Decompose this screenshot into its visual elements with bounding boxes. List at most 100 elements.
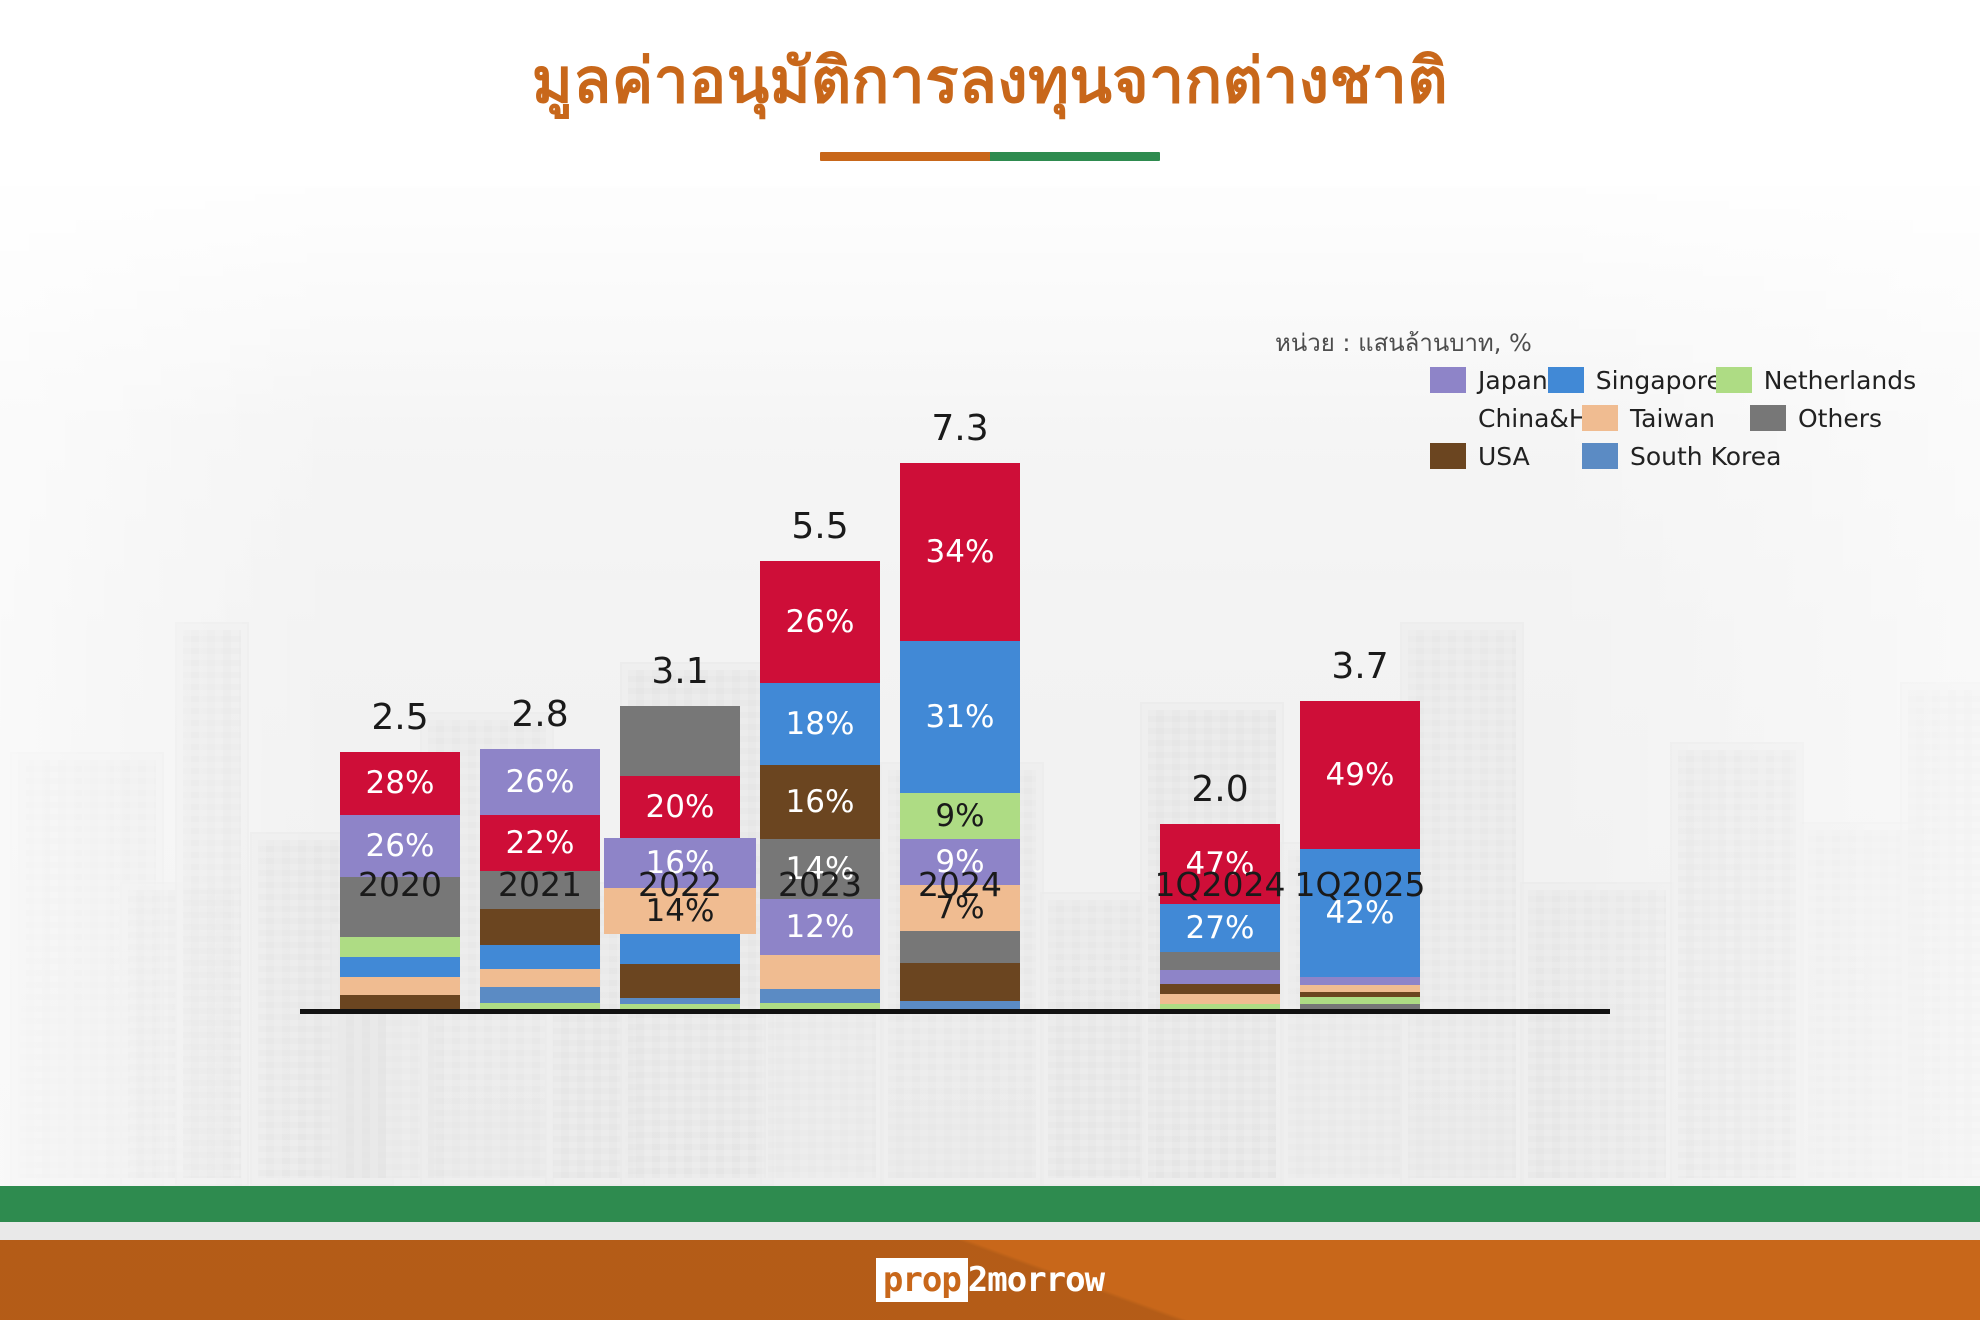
bar-segment-japan[interactable]: 26%	[340, 815, 460, 877]
bar-segment-netherlands[interactable]	[620, 1004, 740, 1009]
bar-segment-singapore[interactable]: 18%	[760, 683, 880, 765]
legend-swatch-icon	[1750, 405, 1786, 431]
haze-top	[0, 186, 1980, 426]
stacked-bar: 26% 18% 16% 14% 12%	[760, 561, 880, 1009]
bar-segment-south-korea[interactable]	[760, 989, 880, 1003]
bar-segment-china-hk[interactable]: 26%	[760, 561, 880, 683]
bar-segment-usa[interactable]	[1160, 984, 1280, 994]
legend-swatch-icon	[1582, 443, 1618, 469]
legend-swatch-icon	[1547, 367, 1584, 393]
stripe-gap	[0, 1222, 1980, 1240]
segment-overflow-label-box: 16%	[604, 838, 756, 888]
green-stripe	[0, 1186, 1980, 1222]
stacked-bar: 49% 42%	[1300, 701, 1420, 1009]
bar-segment-usa[interactable]	[340, 995, 460, 1009]
bar-segment-netherlands[interactable]: 9%	[900, 793, 1020, 839]
bar-segment-china-hk[interactable]: 20%	[620, 776, 740, 838]
segment-percent-label: 47%	[1185, 845, 1255, 882]
legend-label: Others	[1798, 403, 1883, 433]
bar-segment-japan[interactable]	[1300, 977, 1420, 985]
bar-segment-china-hk[interactable]: 49%	[1300, 701, 1420, 849]
bar-segment-japan[interactable]	[1160, 970, 1280, 984]
chart-legend: Japan Singapore Netherlands China&HK Taiwan O…	[1430, 361, 1916, 475]
legend-label: Taiwan	[1630, 403, 1716, 433]
bar-segment-south-korea[interactable]	[900, 1001, 1020, 1009]
legend-swatch-icon	[1582, 405, 1618, 431]
bar-segment-netherlands[interactable]	[480, 1003, 600, 1009]
background-building	[1400, 622, 1524, 1186]
bar-segment-netherlands[interactable]	[760, 1003, 880, 1009]
bar-segment-singapore[interactable]	[340, 957, 460, 977]
legend-item-others[interactable]: Others	[1750, 404, 1882, 433]
segment-percent-label: 7%	[935, 889, 985, 926]
bar-segment-japan[interactable]: 16%	[604, 838, 756, 888]
bar-segment-singapore[interactable]: 31%	[900, 641, 1020, 793]
header-band: มูลค่าอนุมัติการลงทุนจากต่างชาติ	[0, 0, 1980, 186]
legend-swatch-icon	[1430, 443, 1466, 469]
bar-total-label: 3.7	[1331, 646, 1389, 687]
bar-segment-singapore[interactable]	[620, 934, 740, 964]
bar-segment-taiwan[interactable]	[480, 969, 600, 987]
bar-segment-usa[interactable]: 16%	[760, 765, 880, 839]
legend-item-usa[interactable]: USA	[1430, 442, 1582, 471]
stacked-bar: 47% 27%	[1160, 824, 1280, 1009]
bar-segment-singapore[interactable]: 27%	[1160, 904, 1280, 952]
legend-row: Japan Singapore Netherlands	[1430, 361, 1916, 399]
bar-segment-usa[interactable]	[1300, 992, 1420, 997]
segment-percent-label: 12%	[785, 908, 855, 945]
bar-segment-others[interactable]	[1160, 952, 1280, 970]
bar-segment-others[interactable]	[620, 706, 740, 776]
plot-region: 28% 26% 2.5 2020 26% 22% 2.8 2021 20% 16% 14% 3.1 20…	[300, 186, 1620, 1186]
bar-total-label: 2.5	[371, 697, 429, 738]
legend-item-netherlands[interactable]: Netherlands	[1715, 366, 1916, 395]
legend-row: China&HK Taiwan Others	[1430, 399, 1900, 437]
legend-item-taiwan[interactable]: Taiwan	[1582, 404, 1750, 433]
bar-segment-others[interactable]	[340, 877, 460, 937]
city-skyline-background	[0, 186, 1980, 1186]
legend-item-south-korea[interactable]: South Korea	[1582, 442, 1781, 471]
bar-segment-china-hk[interactable]: 47%	[1160, 824, 1280, 904]
bar-segment-japan[interactable]: 9%	[900, 839, 1020, 885]
segment-percent-label: 9%	[935, 843, 985, 880]
x-axis-label: 1Q2025	[1294, 865, 1426, 904]
bar-segment-others[interactable]	[480, 871, 600, 909]
bar-segment-taiwan[interactable]: 14%	[604, 888, 756, 934]
bar-segment-taiwan[interactable]	[340, 977, 460, 995]
legend-swatch-icon	[1430, 367, 1466, 393]
bar-segment-taiwan[interactable]	[1300, 985, 1420, 992]
bar-segment-china-hk[interactable]: 34%	[900, 463, 1020, 641]
bar-total-label: 7.3	[931, 408, 989, 449]
segment-percent-label: 14%	[785, 850, 855, 887]
legend-item-singapore[interactable]: Singapore	[1547, 366, 1722, 395]
x-axis-label: 2022	[638, 865, 722, 904]
bar-segment-taiwan[interactable]	[1160, 994, 1280, 1004]
bar-segment-singapore[interactable]	[480, 945, 600, 969]
bar-segment-others[interactable]	[900, 931, 1020, 963]
segment-percent-label: 27%	[1185, 909, 1255, 946]
bar-segment-singapore[interactable]: 42%	[1300, 849, 1420, 977]
bar-segment-japan[interactable]: 26%	[480, 749, 600, 815]
bar-total-label: 5.5	[791, 506, 849, 547]
bar-segment-japan[interactable]: 12%	[760, 899, 880, 955]
legend-item-japan[interactable]: Japan	[1430, 366, 1548, 395]
bar-segment-china-hk[interactable]: 22%	[480, 815, 600, 871]
bar-segment-usa[interactable]	[480, 909, 600, 945]
segment-percent-label: 28%	[365, 765, 435, 801]
bar-segment-taiwan[interactable]	[760, 955, 880, 989]
bar-segment-usa[interactable]	[620, 964, 740, 998]
bar-segment-others[interactable]: 14%	[760, 839, 880, 899]
bar-segment-china-hk[interactable]: 28%	[340, 752, 460, 815]
segment-percent-label: 16%	[645, 844, 715, 881]
bar-segment-netherlands[interactable]	[340, 937, 460, 957]
bar-segment-taiwan[interactable]: 7%	[900, 885, 1020, 931]
bar-segment-netherlands[interactable]	[1160, 1004, 1280, 1009]
segment-percent-label: 9%	[935, 797, 985, 834]
bar-segment-usa[interactable]	[900, 963, 1020, 1001]
bar-segment-south-korea[interactable]	[480, 987, 600, 1003]
segment-percent-label: 34%	[925, 533, 995, 570]
bar-segment-netherlands[interactable]	[1300, 997, 1420, 1004]
bar-total-label: 3.1	[651, 651, 709, 692]
bar-segment-others[interactable]	[1300, 1004, 1420, 1009]
bar-segment-south-korea[interactable]	[620, 998, 740, 1004]
